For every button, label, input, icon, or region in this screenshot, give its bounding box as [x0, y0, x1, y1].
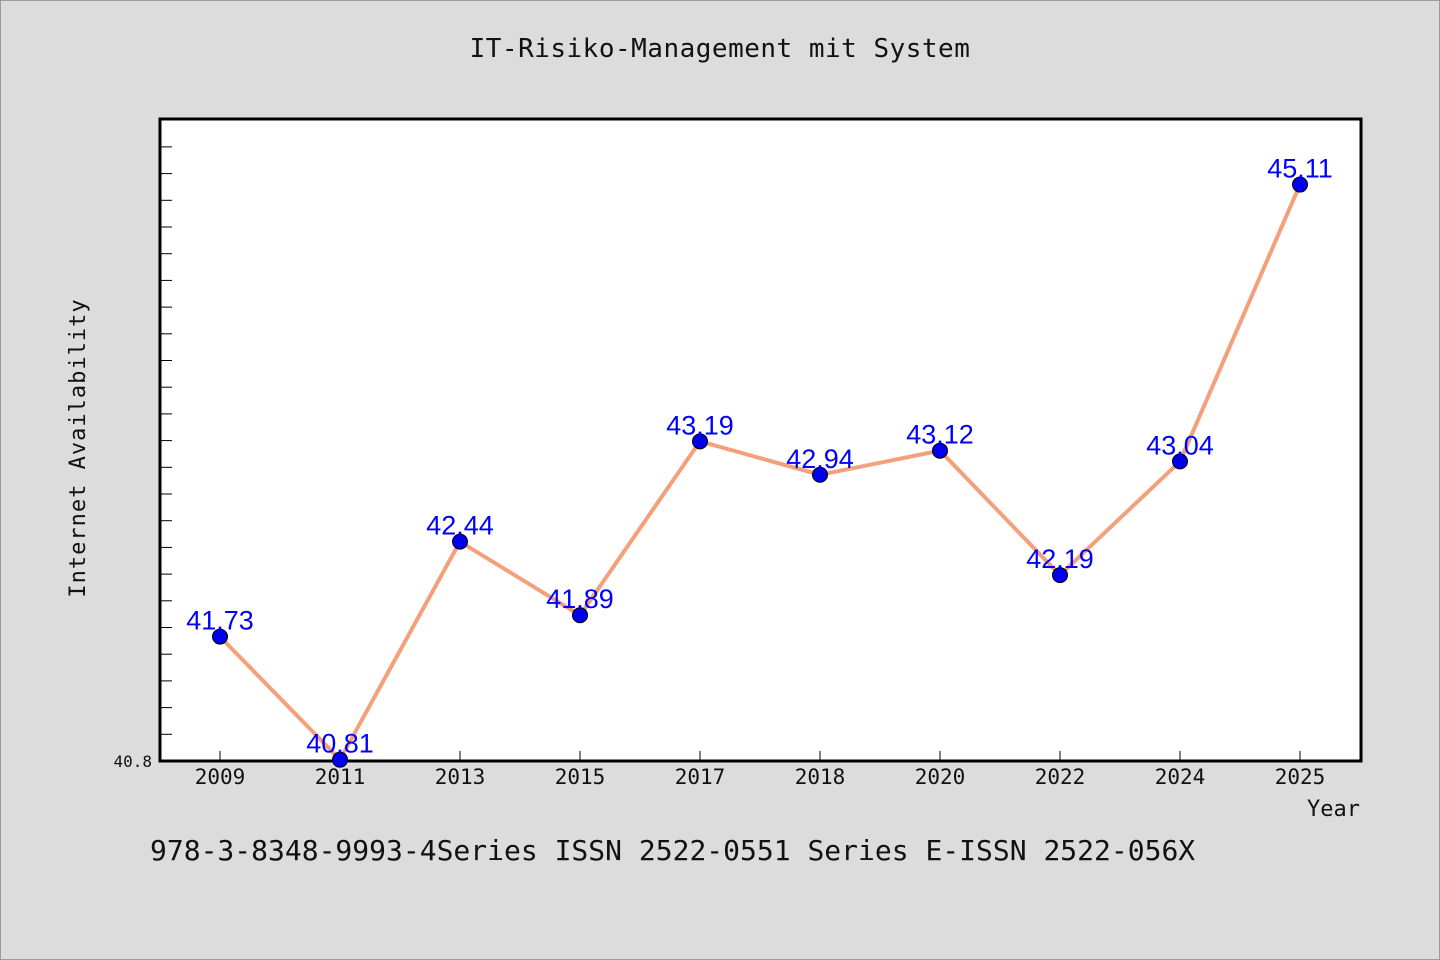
- data-point-marker: [1292, 176, 1308, 193]
- chart-title: IT-Risiko-Management mit System: [469, 34, 971, 64]
- x-tick-label: 2015: [555, 765, 606, 789]
- data-label: 43.12: [906, 420, 974, 450]
- x-tick-label: 2022: [1035, 765, 1086, 789]
- data-labels: 41.73 40.81 42.44 41.89 43.19 42.94 43.12 42.19…: [186, 154, 1333, 759]
- data-point-marker: [452, 533, 468, 550]
- data-label: 45.11: [1267, 154, 1333, 184]
- data-point-marker: [1052, 567, 1068, 584]
- x-axis-label: Year: [1307, 797, 1360, 822]
- y-tick-label: 40.8: [113, 752, 152, 771]
- data-point-marker: [932, 442, 948, 459]
- data-point-marker: [1172, 453, 1188, 470]
- data-markers: [212, 176, 1308, 768]
- x-tick-label: 2009: [195, 765, 246, 789]
- plot-area: [158, 117, 1363, 763]
- data-point-marker: [812, 466, 828, 483]
- x-tick-label: 2011: [315, 765, 366, 789]
- data-point-marker: [572, 607, 588, 624]
- data-label: 42.19: [1026, 544, 1094, 574]
- x-tick-label: 2024: [1155, 765, 1206, 789]
- x-tick-label: 2013: [435, 765, 486, 789]
- data-point-marker: [212, 628, 228, 645]
- data-point-marker: [692, 433, 708, 450]
- x-tick-label: 2018: [795, 765, 846, 789]
- data-label: 42.44: [426, 511, 494, 541]
- data-label: 40.81: [306, 729, 374, 759]
- footer-text: 978-3-8348-9993-4Series ISSN 2522-0551 S…: [150, 834, 1196, 867]
- data-label: 43.04: [1146, 430, 1214, 460]
- data-label: 41.73: [186, 606, 254, 636]
- x-tick-label: 2017: [675, 765, 726, 789]
- data-point-marker: [332, 751, 348, 768]
- y-minor-ticks: 40.8: [113, 146, 172, 771]
- data-label: 42.94: [786, 444, 854, 474]
- series-line: [218, 183, 1302, 762]
- data-label: 41.89: [546, 584, 614, 614]
- y-axis-label: Internet Availability: [66, 298, 91, 597]
- x-axis-ticks: 2009 2011 2013 2015 2017 2018 2020 2022 2024 2025: [195, 751, 1326, 789]
- x-tick-label: 2025: [1275, 765, 1326, 789]
- data-label: 43.19: [666, 410, 734, 440]
- x-tick-label: 2020: [915, 765, 966, 789]
